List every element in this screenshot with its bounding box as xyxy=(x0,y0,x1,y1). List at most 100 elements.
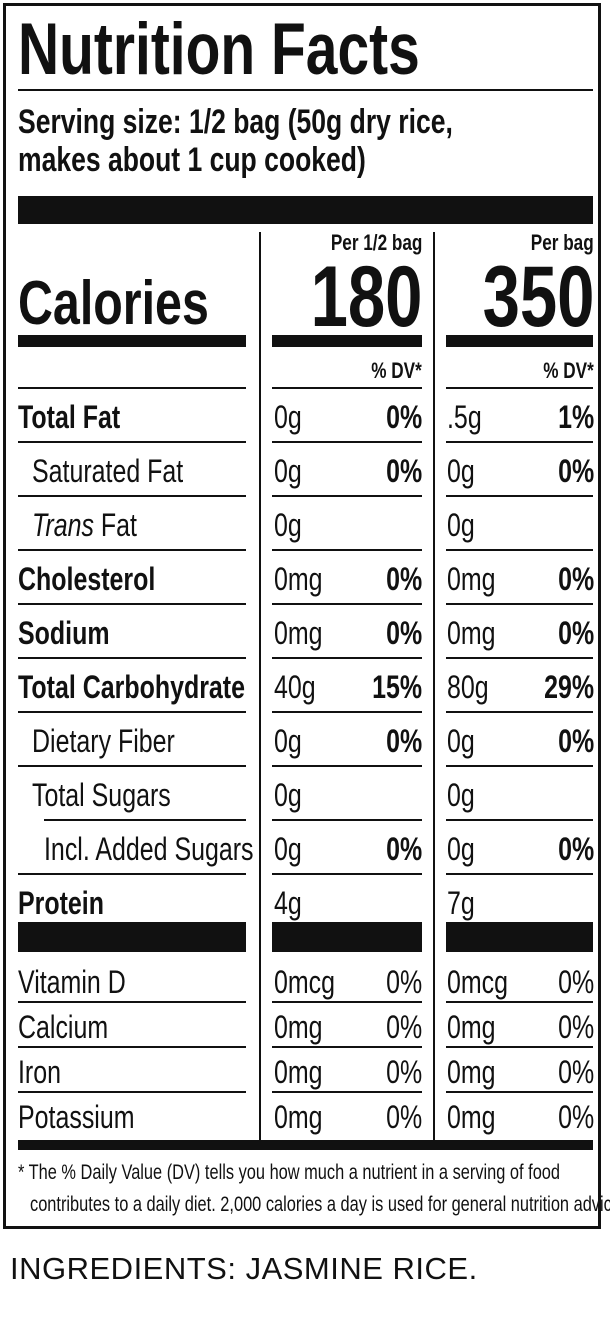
nutrients-row-daily-value: 0% xyxy=(385,453,422,489)
row-divider xyxy=(272,495,422,497)
serving-size-line-1: Serving size: 1/2 bag (50g dry rice, xyxy=(18,103,453,141)
nutrients-row-amount: 0mg xyxy=(274,561,323,597)
nutrients-row-amount: 40g xyxy=(274,669,316,705)
nutrients-row-daily-value: 1% xyxy=(557,399,594,435)
row-divider xyxy=(272,387,422,389)
nutrients-row-daily-value: 0% xyxy=(385,399,422,435)
thick-divider xyxy=(18,922,246,952)
vitamins-row-amount: 0mcg xyxy=(274,964,336,1000)
vitamins-row-daily-value: 0% xyxy=(557,1009,594,1045)
row-divider xyxy=(18,441,246,443)
label-text: Cholesterol xyxy=(18,561,156,597)
row-divider xyxy=(18,873,246,875)
calories-rule xyxy=(446,335,593,347)
row-divider xyxy=(446,711,593,713)
column-header-per-half-bag: Per 1/2 bag xyxy=(330,230,422,255)
nutrients-row-daily-value: 0% xyxy=(385,831,422,867)
nutrients-row-daily-value: 0% xyxy=(385,561,422,597)
row-divider xyxy=(446,1046,593,1048)
column-divider-1 xyxy=(259,232,261,1142)
dv-header-2: % DV* xyxy=(543,358,594,383)
label-text: Saturated Fat xyxy=(32,453,184,489)
nutrients-row-label: Total Fat xyxy=(18,399,149,435)
footnote-line-2: contributes to a daily diet. 2,000 calor… xyxy=(30,1193,610,1216)
vitamins-row-amount: 0mg xyxy=(274,1099,323,1135)
row-divider xyxy=(446,441,593,443)
calories-rule xyxy=(18,335,246,347)
column-divider-2 xyxy=(433,232,435,1142)
dv-header-1: % DV* xyxy=(371,358,422,383)
vitamins-row-amount: 0mg xyxy=(447,1099,496,1135)
label-text: Protein xyxy=(18,885,104,921)
label-text: Iron xyxy=(18,1054,62,1090)
nutrients-row-amount: 0g xyxy=(447,453,475,489)
nutrients-row-amount: 80g xyxy=(447,669,489,705)
calories-label: Calories xyxy=(18,269,209,338)
vitamins-row-label: Iron xyxy=(18,1054,73,1090)
nutrients-row-label: Trans Fat xyxy=(32,507,167,543)
vitamins-row-daily-value: 0% xyxy=(557,1099,594,1135)
thick-divider xyxy=(18,1140,593,1150)
nutrients-row-amount: 0g xyxy=(274,399,302,435)
nutrients-row-amount: 0g xyxy=(447,507,475,543)
nutrients-row-amount: 0g xyxy=(274,777,302,813)
row-divider xyxy=(272,1046,422,1048)
nutrients-row-label: Total Carbohydrate xyxy=(18,669,309,705)
label-text: Total Fat xyxy=(18,399,121,435)
vitamins-row-daily-value: 0% xyxy=(385,964,422,1000)
row-divider xyxy=(272,1001,422,1003)
vitamins-row-daily-value: 0% xyxy=(385,1009,422,1045)
row-divider xyxy=(446,387,593,389)
nutrients-row-daily-value: 29% xyxy=(544,669,594,705)
label-text: Dietary Fiber xyxy=(32,723,175,759)
row-divider xyxy=(44,819,246,821)
row-divider xyxy=(446,819,593,821)
nutrients-row-amount: 0mg xyxy=(447,561,496,597)
row-divider xyxy=(272,711,422,713)
row-divider xyxy=(272,1091,422,1093)
nutrients-row-amount: 0mg xyxy=(274,615,323,651)
nutrients-row-label: Cholesterol xyxy=(18,561,194,597)
calories-rule xyxy=(272,335,422,347)
row-divider xyxy=(446,549,593,551)
label-text: Calcium xyxy=(18,1009,109,1045)
row-divider xyxy=(18,711,246,713)
nutrients-row-label: Incl. Added Sugars xyxy=(44,831,313,867)
row-divider xyxy=(18,603,246,605)
nutrients-row-daily-value: 0% xyxy=(557,453,594,489)
label-text: Total Sugars xyxy=(32,777,171,813)
nutrients-row-amount: 0g xyxy=(447,831,475,867)
label-text: Fat xyxy=(93,507,137,543)
vitamins-row-amount: 0mcg xyxy=(447,964,509,1000)
ingredients-statement: INGREDIENTS: JASMINE RICE. xyxy=(10,1251,478,1286)
nutrients-row-amount: 0g xyxy=(274,507,302,543)
row-divider xyxy=(272,657,422,659)
row-divider xyxy=(446,1091,593,1093)
nutrients-row-daily-value: 0% xyxy=(557,723,594,759)
row-divider xyxy=(18,1046,246,1048)
row-divider xyxy=(272,549,422,551)
row-divider xyxy=(18,1001,246,1003)
label-text: Vitamin D xyxy=(18,964,126,1000)
nutrients-row-daily-value: 0% xyxy=(557,615,594,651)
nutrients-row-amount: 0g xyxy=(274,453,302,489)
nutrients-row-label: Dietary Fiber xyxy=(32,723,215,759)
vitamins-row-amount: 0mg xyxy=(274,1054,323,1090)
nutrients-row-amount: 4g xyxy=(274,885,302,921)
footnote-line-1: * The % Daily Value (DV) tells you how m… xyxy=(18,1161,561,1184)
vitamins-row-daily-value: 0% xyxy=(385,1099,422,1135)
calories-per-bag: 350 xyxy=(482,249,594,345)
label-text: Total Carbohydrate xyxy=(18,669,245,705)
vitamins-row-daily-value: 0% xyxy=(557,1054,594,1090)
row-divider xyxy=(18,387,246,389)
nutrients-row-amount: 0g xyxy=(447,777,475,813)
vitamins-row-label: Potassium xyxy=(18,1099,167,1135)
nutrients-row-label: Saturated Fat xyxy=(32,453,226,489)
row-divider xyxy=(272,765,422,767)
nutrition-facts-panel: Nutrition Facts Serving size: 1/2 bag (5… xyxy=(3,3,610,1229)
nutrients-row-amount: 0g xyxy=(274,723,302,759)
nutrients-row-amount: .5g xyxy=(447,399,482,435)
vitamins-row-amount: 0mg xyxy=(447,1009,496,1045)
row-divider xyxy=(446,657,593,659)
row-divider xyxy=(18,1091,246,1093)
